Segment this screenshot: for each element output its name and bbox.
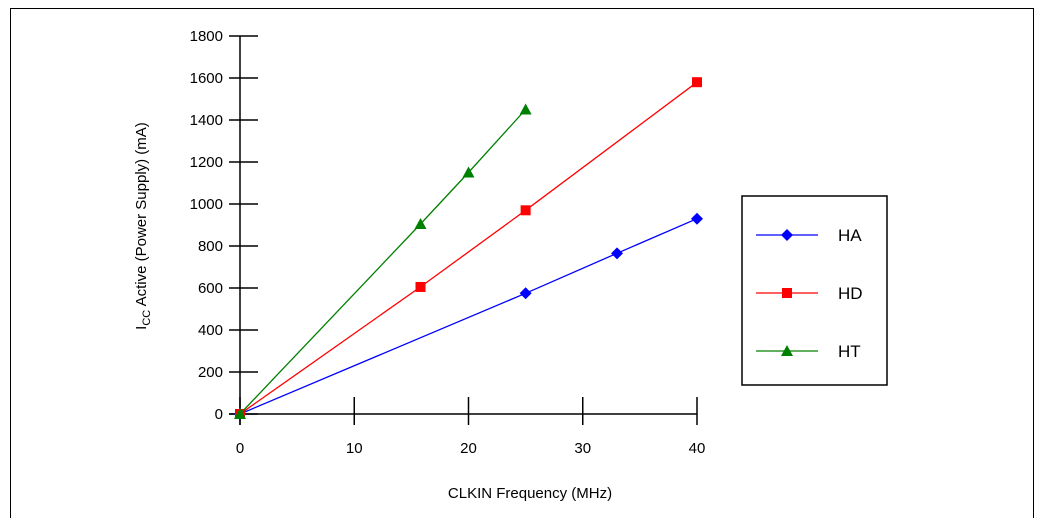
y-tick-label: 400 bbox=[198, 322, 223, 339]
legend-marker-hd bbox=[782, 288, 792, 298]
x-tick-label: 30 bbox=[574, 440, 591, 457]
legend-label-ht: HT bbox=[838, 342, 861, 361]
legend-item-ht: HT bbox=[756, 342, 861, 361]
data-point-ha bbox=[519, 287, 532, 300]
legend-marker-ha bbox=[781, 229, 793, 241]
y-tick-label: 1800 bbox=[190, 28, 223, 45]
x-tick-label: 40 bbox=[689, 440, 706, 457]
series-layer bbox=[234, 77, 703, 420]
data-point-hd bbox=[520, 205, 531, 216]
x-tick-label: 0 bbox=[236, 440, 244, 457]
y-axis-title-rest: Active (Power Supply) (mA) bbox=[133, 122, 150, 310]
y-axis-title-subscript: CC bbox=[141, 310, 153, 326]
data-point-ht bbox=[462, 166, 475, 178]
y-tick-label: 800 bbox=[198, 238, 223, 255]
axes: 0 200 400 600 800 1000 1200 1400 1600 1800 0 10 20 30… bbox=[190, 28, 706, 457]
data-point-ha bbox=[611, 247, 624, 260]
series-ht bbox=[234, 103, 532, 419]
y-tick-label: 1600 bbox=[190, 70, 223, 87]
x-tick-label: 10 bbox=[346, 440, 363, 457]
data-point-ht bbox=[519, 103, 532, 115]
series-ha bbox=[234, 212, 703, 420]
data-point-hd bbox=[415, 281, 426, 292]
series-hd bbox=[235, 77, 702, 419]
y-tick-label: 1200 bbox=[190, 154, 223, 171]
y-tick-label: 0 bbox=[215, 406, 223, 423]
x-axis-title: CLKIN Frequency (MHz) bbox=[448, 485, 612, 502]
x-tick-label: 20 bbox=[460, 440, 477, 457]
legend-label-hd: HD bbox=[838, 284, 863, 303]
data-point-ha bbox=[691, 212, 703, 225]
legend-item-hd: HD bbox=[756, 284, 863, 303]
legend-item-ha: HA bbox=[756, 226, 862, 245]
series-line-hd bbox=[239, 81, 698, 415]
series-line-ha bbox=[239, 218, 698, 415]
legend: HA HD HT bbox=[741, 195, 888, 386]
data-point-ht bbox=[234, 408, 246, 419]
y-tick-label: 600 bbox=[198, 280, 223, 297]
figure-frame bbox=[10, 8, 1034, 518]
data-point-ht bbox=[414, 217, 427, 229]
y-axis-title-main: I bbox=[133, 326, 150, 330]
y-axis-title: ICC Active (Power Supply) (mA) bbox=[133, 122, 153, 330]
data-point-hd bbox=[692, 77, 702, 88]
y-tick-label: 200 bbox=[198, 364, 223, 381]
y-tick-label: 1000 bbox=[190, 196, 223, 213]
series-line-ht bbox=[239, 109, 527, 415]
legend-box bbox=[741, 195, 888, 386]
legend-label-ha: HA bbox=[838, 226, 862, 245]
legend-marker-ht bbox=[781, 345, 793, 356]
y-tick-label: 1400 bbox=[190, 112, 223, 129]
